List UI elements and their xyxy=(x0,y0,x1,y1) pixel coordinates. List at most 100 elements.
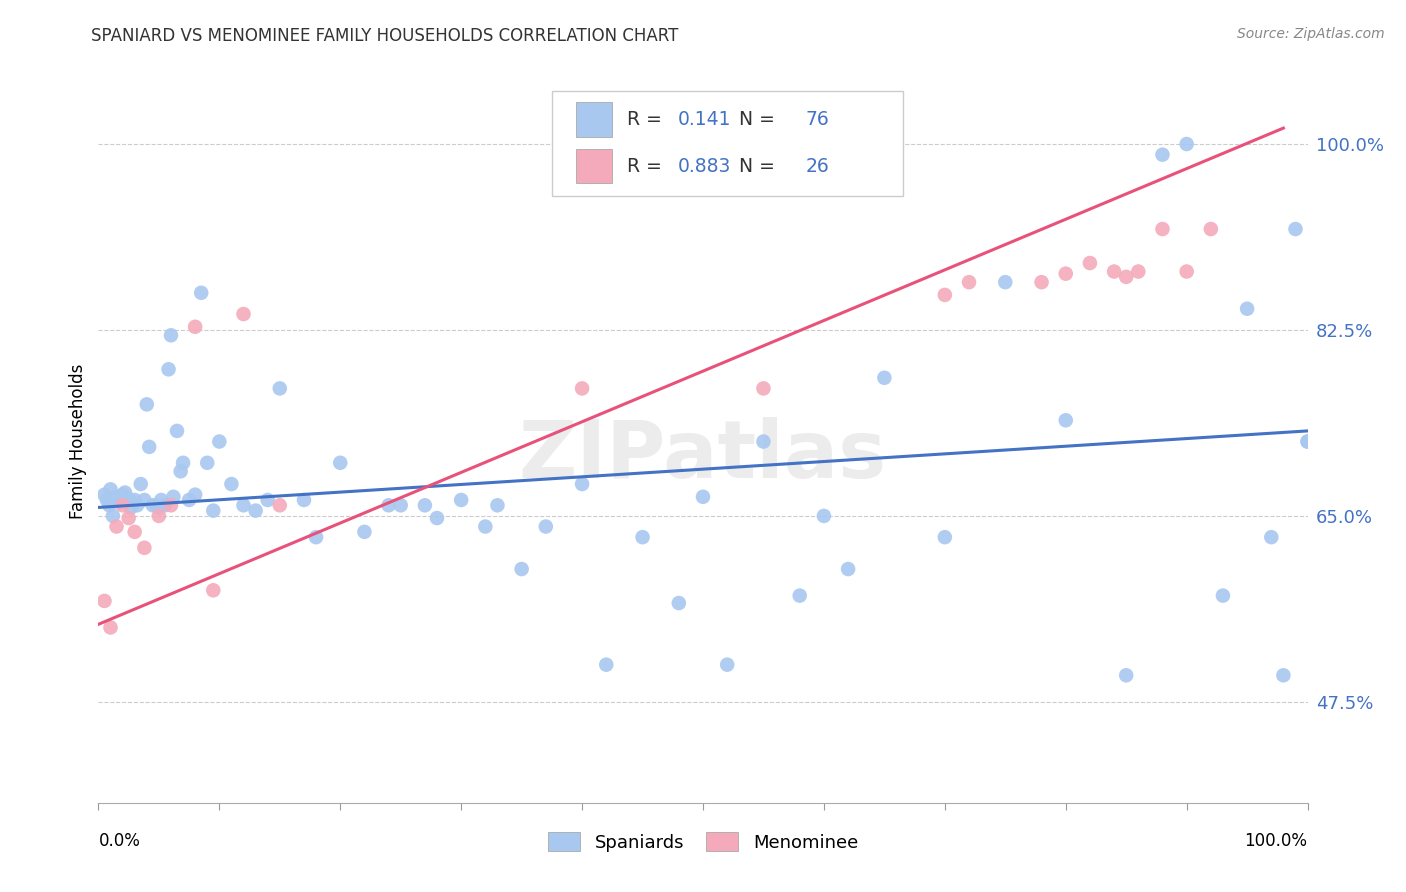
Point xyxy=(1199,222,1222,236)
Point xyxy=(100,483,122,497)
Point xyxy=(190,285,212,300)
Point xyxy=(93,594,115,608)
Point xyxy=(534,519,557,533)
Point xyxy=(256,493,278,508)
Point xyxy=(202,583,225,598)
Point xyxy=(179,493,201,508)
Point xyxy=(101,508,124,523)
Point xyxy=(96,493,118,508)
Point xyxy=(450,493,472,508)
Point xyxy=(145,498,167,512)
Text: SPANIARD VS MENOMINEE FAMILY HOUSEHOLDS CORRELATION CHART: SPANIARD VS MENOMINEE FAMILY HOUSEHOLDS … xyxy=(91,27,679,45)
Point xyxy=(1115,668,1137,682)
Point xyxy=(120,500,142,515)
Point xyxy=(994,275,1017,289)
Point xyxy=(124,493,146,508)
Text: 0.883: 0.883 xyxy=(678,157,731,176)
Point xyxy=(1152,222,1174,236)
Point xyxy=(1054,413,1077,427)
Point xyxy=(486,498,509,512)
Text: 26: 26 xyxy=(806,157,830,176)
Point xyxy=(184,488,207,502)
Text: N =: N = xyxy=(727,110,782,128)
Point xyxy=(292,493,315,508)
Point xyxy=(153,498,176,512)
Point xyxy=(1296,434,1319,449)
Text: 100.0%: 100.0% xyxy=(1244,831,1308,850)
Point xyxy=(184,319,207,334)
Point xyxy=(692,490,714,504)
Point xyxy=(166,424,188,438)
Point xyxy=(150,493,173,508)
Point xyxy=(111,498,134,512)
Point xyxy=(93,488,115,502)
Point xyxy=(716,657,738,672)
Point xyxy=(1102,264,1125,278)
Point xyxy=(118,511,141,525)
Text: 76: 76 xyxy=(806,110,830,128)
Point xyxy=(1272,668,1295,682)
Point xyxy=(160,498,183,512)
Point xyxy=(134,541,156,555)
Point xyxy=(1175,136,1198,151)
Text: ZIPatlas: ZIPatlas xyxy=(519,417,887,495)
Point xyxy=(100,620,122,634)
Point xyxy=(1128,264,1150,278)
Point xyxy=(142,498,165,512)
Point xyxy=(157,362,180,376)
Bar xyxy=(576,102,613,136)
Point xyxy=(934,530,956,544)
Point xyxy=(208,434,231,449)
Point xyxy=(510,562,533,576)
Text: R =: R = xyxy=(627,110,668,128)
Point xyxy=(934,288,956,302)
Point xyxy=(1236,301,1258,316)
Point xyxy=(162,490,184,504)
Point xyxy=(474,519,496,533)
Point xyxy=(789,589,811,603)
Point xyxy=(571,477,593,491)
Point xyxy=(413,498,436,512)
Point xyxy=(245,503,267,517)
Point xyxy=(98,498,121,512)
Point xyxy=(172,456,194,470)
Point xyxy=(135,397,157,411)
Point xyxy=(1115,269,1137,284)
Point xyxy=(752,434,775,449)
Point xyxy=(426,511,449,525)
Point xyxy=(752,381,775,395)
Text: N =: N = xyxy=(727,157,782,176)
Legend: Spaniards, Menominee: Spaniards, Menominee xyxy=(541,825,865,859)
Point xyxy=(105,519,128,533)
Point xyxy=(232,498,254,512)
Point xyxy=(169,464,191,478)
Point xyxy=(571,381,593,395)
Point xyxy=(631,530,654,544)
Text: Source: ZipAtlas.com: Source: ZipAtlas.com xyxy=(1237,27,1385,41)
Point xyxy=(389,498,412,512)
Point xyxy=(1152,147,1174,161)
Point xyxy=(232,307,254,321)
Point xyxy=(124,524,146,539)
Point xyxy=(1212,589,1234,603)
Text: 0.0%: 0.0% xyxy=(98,831,141,850)
Point xyxy=(305,530,328,544)
Point xyxy=(873,371,896,385)
Point xyxy=(114,485,136,500)
Point xyxy=(148,508,170,523)
Point xyxy=(134,493,156,508)
Point xyxy=(668,596,690,610)
FancyBboxPatch shape xyxy=(551,91,903,196)
Point xyxy=(813,508,835,523)
Point xyxy=(111,488,134,502)
Point xyxy=(127,498,149,512)
Point xyxy=(202,503,225,517)
Point xyxy=(269,498,291,512)
Text: 0.141: 0.141 xyxy=(678,110,731,128)
Point xyxy=(1296,434,1319,449)
Point xyxy=(148,500,170,515)
Y-axis label: Family Households: Family Households xyxy=(69,364,87,519)
Point xyxy=(595,657,617,672)
Point xyxy=(118,491,141,506)
Point xyxy=(1078,256,1101,270)
